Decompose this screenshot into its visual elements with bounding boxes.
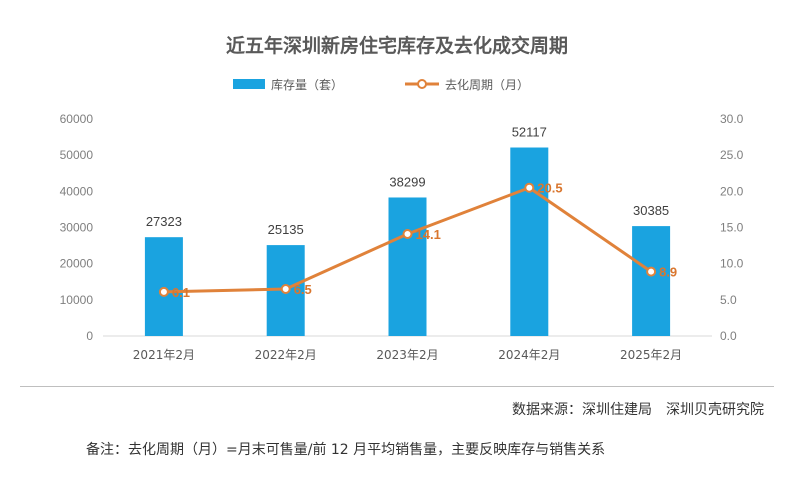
line-point	[402, 229, 413, 240]
x-axis-tick-label: 2025年2月	[620, 348, 682, 362]
bar	[144, 237, 183, 336]
bar	[388, 197, 427, 336]
left-axis-tick-label: 40000	[60, 184, 94, 198]
bar	[632, 226, 671, 336]
line-point	[524, 182, 535, 193]
line-point	[280, 283, 291, 294]
x-axis: 2021年2月 2022年2月 2023年2月 2024年2月 2025年2月	[133, 348, 682, 362]
right-axis-tick-label: 5.0	[720, 293, 737, 307]
line-value-label: 14.1	[416, 227, 441, 242]
chart-svg: 近五年深圳新房住宅库存及去化成交周期 库存量（套） 去化周期（月） 0 10000…	[60, 34, 744, 362]
left-axis-tick-label: 20000	[60, 257, 94, 271]
x-axis-tick-label: 2021年2月	[133, 348, 195, 362]
left-axis-tick-label: 0	[86, 329, 93, 343]
right-axis-tick-label: 25.0	[720, 148, 744, 162]
right-axis-tick-label: 15.0	[720, 221, 744, 235]
legend: 库存量（套） 去化周期（月）	[233, 77, 529, 92]
right-axis-tick-label: 10.0	[720, 257, 744, 271]
line-value-label: 6.1	[172, 285, 190, 300]
right-axis-tick-label: 30.0	[720, 112, 744, 126]
right-axis-tick-label: 0.0	[720, 329, 737, 343]
line-value-label: 20.5	[537, 181, 562, 196]
left-axis: 0 10000 20000 30000 40000 50000 60000	[60, 112, 94, 343]
legend-bar-swatch	[233, 79, 265, 89]
bar-value-label: 27323	[146, 214, 182, 229]
footer-divider	[20, 386, 774, 387]
left-axis-tick-label: 30000	[60, 221, 94, 235]
left-axis-tick-label: 10000	[60, 293, 94, 307]
right-axis: 0.0 5.0 10.0 15.0 20.0 25.0 30.0	[720, 112, 744, 343]
legend-line-label: 去化周期（月）	[445, 78, 529, 92]
line-series: 6.1 6.5 14.1 20.5 8.9	[158, 181, 677, 300]
bar-value-label: 25135	[268, 222, 304, 237]
x-axis-tick-label: 2023年2月	[376, 348, 438, 362]
line-value-label: 6.5	[294, 282, 312, 297]
left-axis-tick-label: 50000	[60, 148, 94, 162]
x-axis-tick-label: 2024年2月	[498, 348, 560, 362]
x-axis-tick-label: 2022年2月	[255, 348, 317, 362]
chart-title: 近五年深圳新房住宅库存及去化成交周期	[226, 34, 568, 57]
bar-series: 27323 25135 38299 52117 30385	[144, 125, 671, 336]
bar-value-label: 30385	[633, 203, 669, 218]
left-axis-tick-label: 60000	[60, 112, 94, 126]
line-value-label: 8.9	[659, 265, 677, 280]
right-axis-tick-label: 20.0	[720, 184, 744, 198]
line-point	[646, 266, 657, 277]
legend-bar-label: 库存量（套）	[271, 77, 343, 92]
legend-line-marker	[417, 79, 427, 89]
bar-value-label: 52117	[512, 125, 547, 140]
line-point	[158, 286, 169, 297]
bar-value-label: 38299	[389, 174, 425, 189]
source-note: 数据来源：深圳住建局 深圳贝壳研究院	[512, 402, 764, 418]
remark-note: 备注：去化周期（月）=月末可售量/前 12 月平均销售量，主要反映库存与销售关系	[86, 442, 606, 458]
bar	[510, 147, 549, 336]
